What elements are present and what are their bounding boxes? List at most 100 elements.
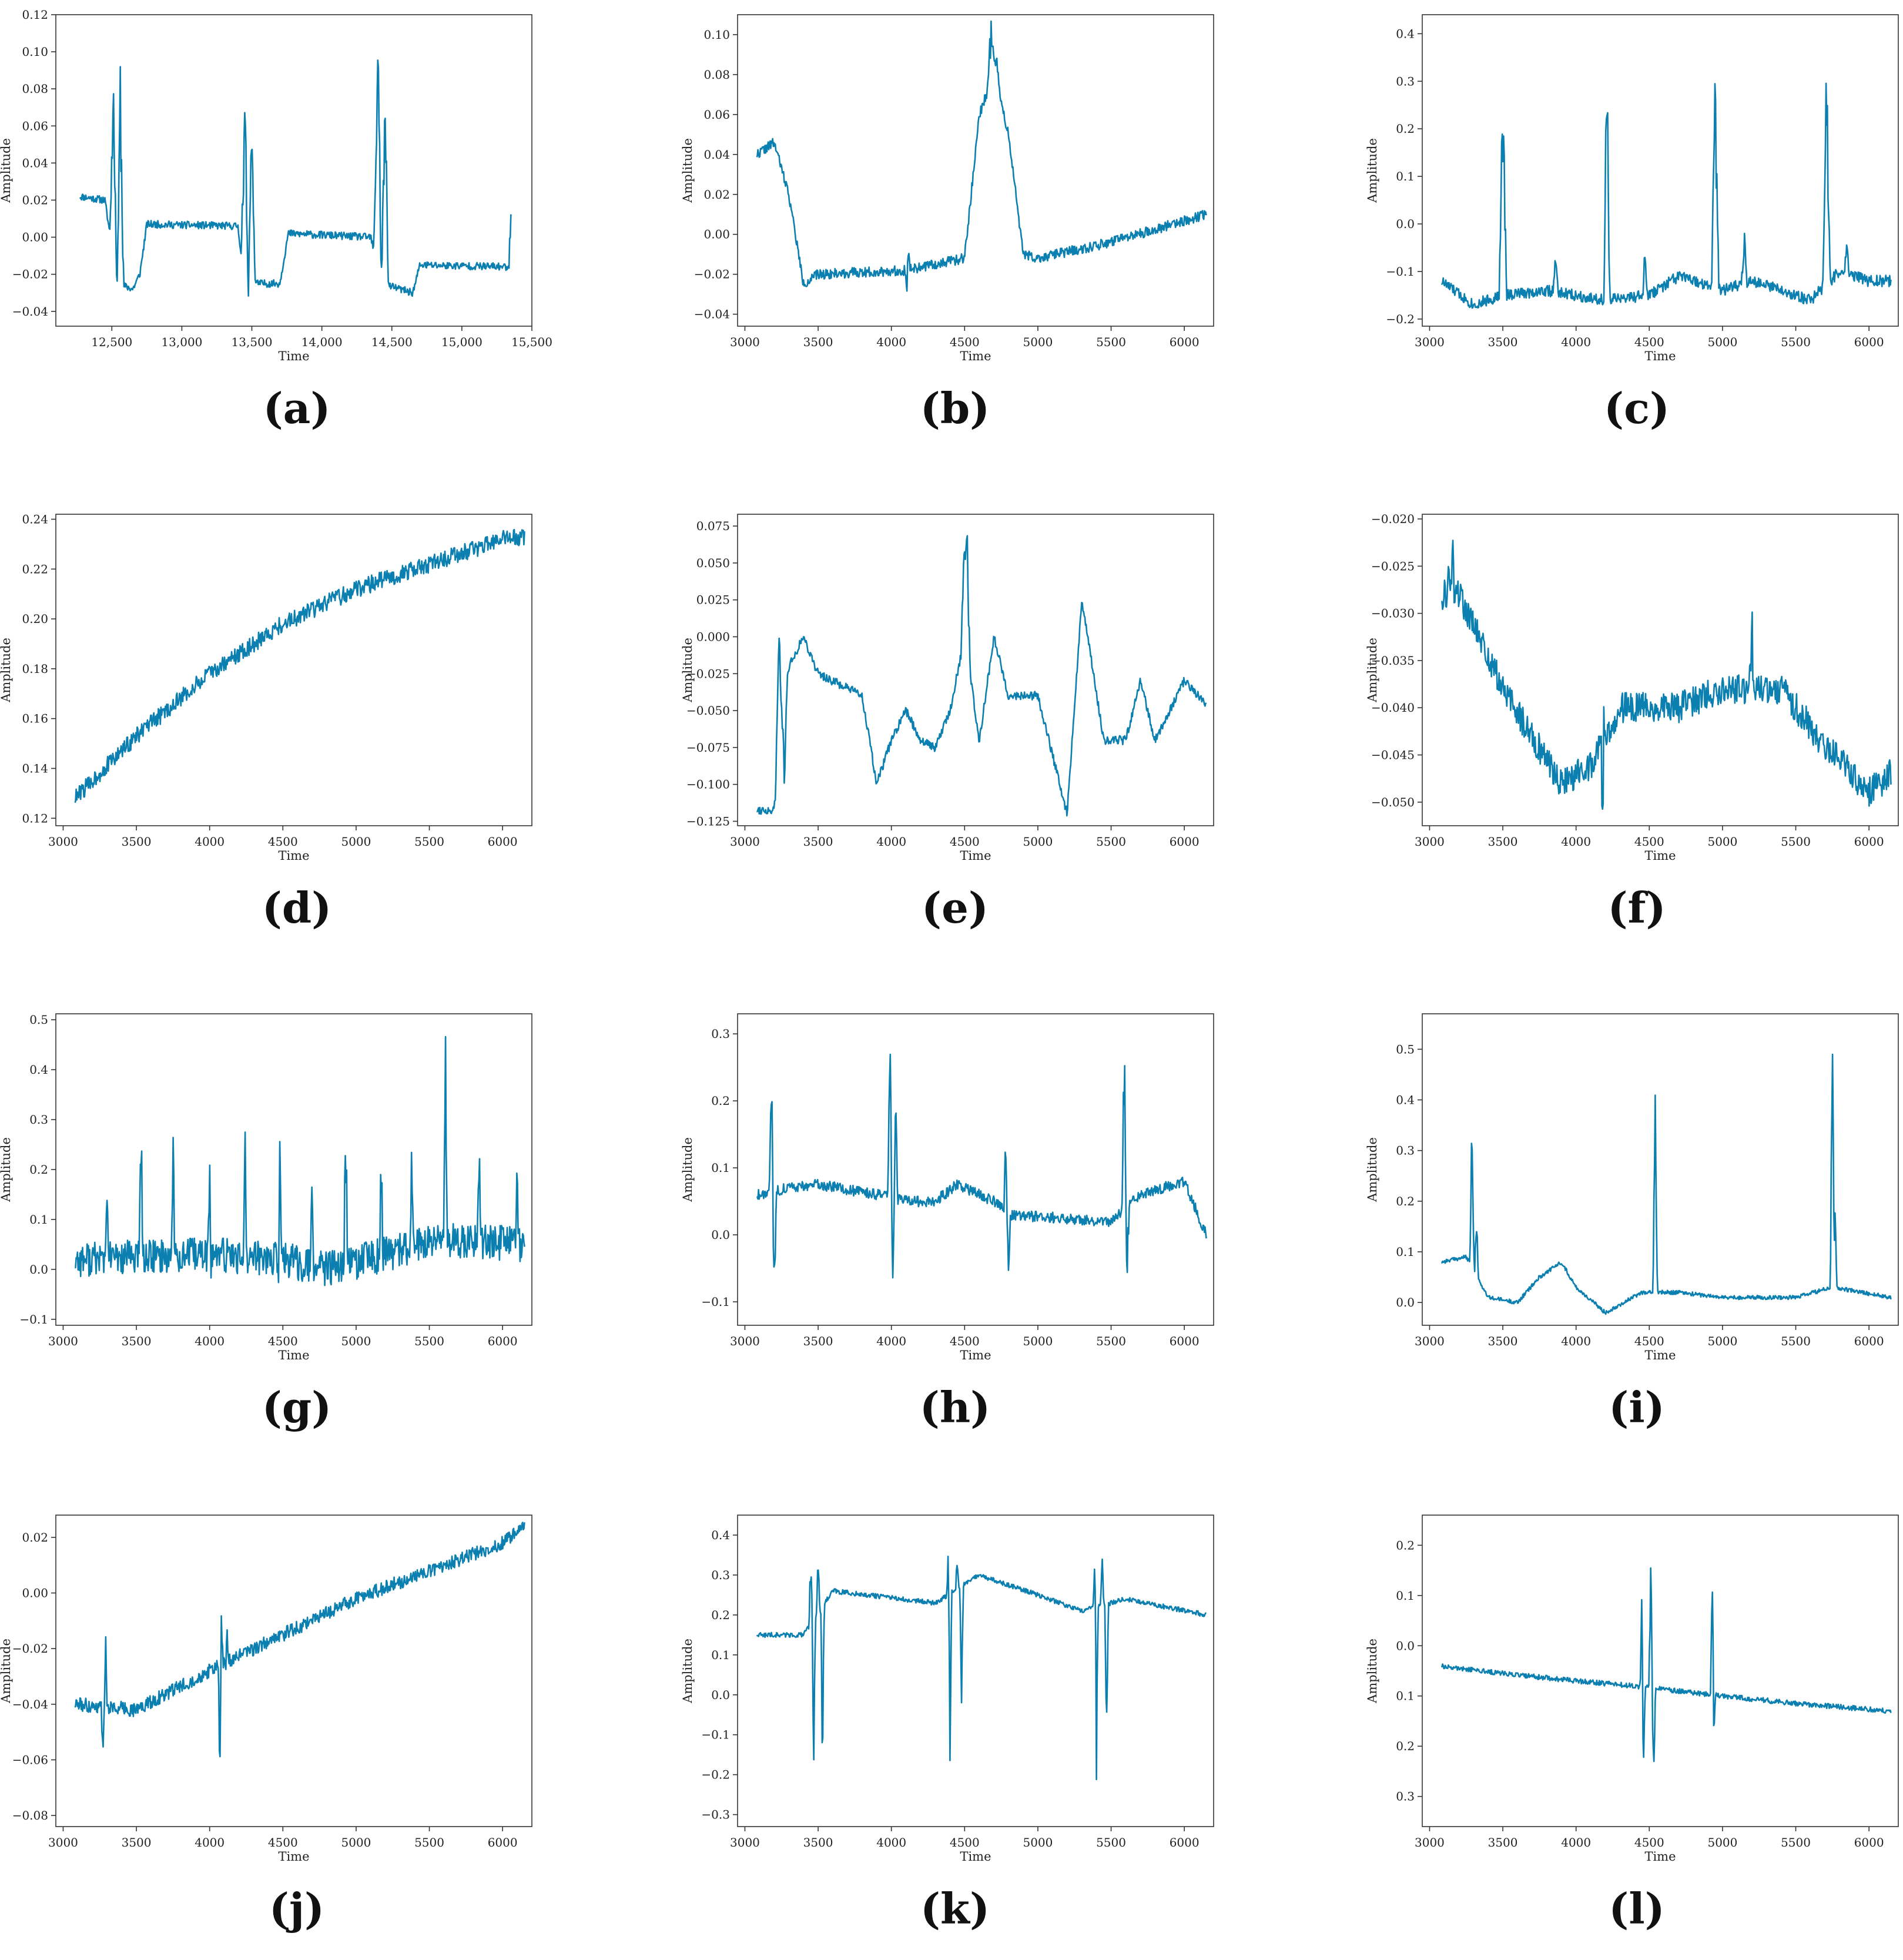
y-axis-label: Amplitude — [0, 1137, 13, 1202]
y-tick-label: −0.035 — [1371, 654, 1415, 668]
x-tick-label: 3000 — [730, 335, 760, 349]
x-tick-label: 6000 — [1170, 1334, 1200, 1348]
y-tick-label: 0.000 — [696, 629, 730, 644]
x-tick-label: 6000 — [1170, 835, 1200, 849]
y-tick-label: 0.050 — [696, 556, 730, 570]
y-tick-label: −0.025 — [1371, 559, 1415, 573]
panel-label: (b) — [920, 383, 990, 433]
y-tick-label: 0.2 — [1396, 1194, 1415, 1208]
y-tick-label: 0.10 — [22, 45, 48, 59]
y-axis-label: Amplitude — [681, 138, 695, 203]
y-tick-label: 0.00 — [703, 227, 730, 242]
x-tick-label: 6000 — [1854, 1334, 1884, 1348]
y-tick-label: 0.04 — [703, 148, 730, 162]
x-tick-label: 5000 — [341, 1835, 371, 1850]
plot-frame-a — [55, 14, 532, 327]
chart-panel-g: 3000 3500 4000 4500 5000 5500 6000 −0.1 0.0 0.1 0.… — [0, 1013, 532, 1432]
x-tick-label: 5000 — [1023, 1334, 1053, 1348]
y-axis-label: Amplitude — [1365, 1137, 1379, 1202]
x-tick-label: 3000 — [1415, 1334, 1445, 1348]
x-tick-label: 5500 — [414, 1334, 444, 1348]
y-tick-label: 0.4 — [711, 1528, 730, 1542]
x-tick-label: 3000 — [48, 1334, 78, 1348]
series-line-a — [79, 59, 512, 297]
x-tick-label: 6000 — [488, 835, 518, 849]
x-axis-label: Time — [278, 349, 309, 363]
x-tick-label: 5000 — [1023, 835, 1053, 849]
x-tick-label: 3500 — [803, 1835, 833, 1850]
series-line-i — [1441, 1053, 1892, 1315]
x-tick-label: 3500 — [803, 1334, 833, 1348]
x-axis-label: Time — [278, 1348, 309, 1362]
x-tick-label: 6000 — [1854, 835, 1884, 849]
x-axis-label: Time — [1644, 849, 1676, 863]
x-tick-label: 4500 — [950, 835, 980, 849]
x-tick-label: 4500 — [1634, 1334, 1664, 1348]
x-tick-label: 5500 — [414, 1835, 444, 1850]
plot-frame-b — [737, 14, 1214, 327]
y-tick-label: 0.0 — [1396, 1639, 1415, 1653]
panel-label: (l) — [1609, 1884, 1664, 1934]
x-tick-label: 3000 — [730, 1835, 760, 1850]
y-tick-label: 0.2 — [711, 1094, 730, 1108]
y-tick-label: 0.06 — [22, 119, 48, 133]
y-tick-label: −0.050 — [686, 703, 730, 718]
y-tick-label: −0.100 — [686, 778, 730, 792]
y-axis-label: Amplitude — [1365, 1639, 1379, 1704]
y-tick-label: −0.06 — [12, 1753, 48, 1767]
x-tick-label: 4000 — [1561, 335, 1591, 349]
y-axis-label: Amplitude — [1365, 138, 1379, 203]
x-tick-label: 3500 — [1488, 835, 1518, 849]
x-tick-label: 4500 — [1634, 835, 1664, 849]
y-tick-label: 0.2 — [29, 1162, 48, 1177]
x-tick-label: 13,500 — [232, 335, 273, 349]
x-tick-label: 3500 — [1488, 335, 1518, 349]
panel-label: (e) — [922, 883, 989, 933]
y-tick-label: 0.3 — [711, 1027, 730, 1041]
x-tick-label: 6000 — [488, 1835, 518, 1850]
x-axis-label: Time — [1644, 1348, 1676, 1362]
y-tick-label: 0.02 — [22, 1530, 48, 1544]
y-tick-label: 0.00 — [22, 230, 48, 244]
x-tick-label: 5500 — [1096, 1334, 1126, 1348]
chart-panel-a: 12,500 13,000 13,500 14,000 14,500 15,000 15,5… — [0, 8, 552, 433]
x-tick-label: 5000 — [1707, 1835, 1737, 1850]
y-tick-label: 0.1 — [711, 1161, 730, 1175]
x-axis-label: Time — [1644, 349, 1676, 363]
y-tick-label: −0.04 — [694, 307, 730, 321]
y-tick-label: −0.2 — [701, 1768, 730, 1782]
y-tick-label: −0.050 — [1371, 795, 1415, 809]
y-tick-label: 0.20 — [22, 612, 48, 626]
x-tick-label: 5500 — [1096, 835, 1126, 849]
x-tick-label: 3500 — [122, 1334, 152, 1348]
chart-panel-f: 3000 3500 4000 4500 5000 5500 6000 −0.050 −0.045… — [1365, 512, 1899, 933]
x-tick-label: 4000 — [876, 835, 906, 849]
y-tick-label: 0.24 — [22, 512, 48, 526]
x-tick-label: 4000 — [1561, 1334, 1591, 1348]
x-tick-label: 15,500 — [511, 335, 552, 349]
chart-panel-k: 3000 3500 4000 4500 5000 5500 6000 −0.3 −0.2 −0.1… — [681, 1515, 1214, 1934]
x-tick-label: 3000 — [1415, 1835, 1445, 1850]
x-tick-label: 3000 — [730, 835, 760, 849]
x-tick-label: 4000 — [195, 1835, 225, 1850]
panel-label: (k) — [920, 1884, 990, 1934]
series-line-e — [756, 535, 1207, 817]
y-tick-label: 0.12 — [22, 811, 48, 825]
y-tick-label: 0.5 — [1396, 1042, 1415, 1056]
y-tick-label: 0.2 — [711, 1608, 730, 1622]
y-tick-label: 0.14 — [22, 761, 48, 775]
y-tick-label: 0.1 — [29, 1212, 48, 1227]
x-tick-label: 4000 — [1561, 1835, 1591, 1850]
x-tick-label: 13,000 — [161, 335, 202, 349]
x-tick-label: 4500 — [268, 835, 298, 849]
x-tick-label: 5000 — [1707, 335, 1737, 349]
plot-frame-j — [55, 1515, 532, 1827]
x-axis-label: Time — [278, 1850, 309, 1864]
x-tick-label: 4500 — [950, 1835, 980, 1850]
plot-frame-c — [1422, 14, 1899, 327]
x-tick-label: 4000 — [195, 1334, 225, 1348]
y-axis-label: Amplitude — [681, 1639, 695, 1704]
y-tick-label: 0.4 — [29, 1063, 48, 1077]
x-tick-label: 5500 — [1096, 1835, 1126, 1850]
